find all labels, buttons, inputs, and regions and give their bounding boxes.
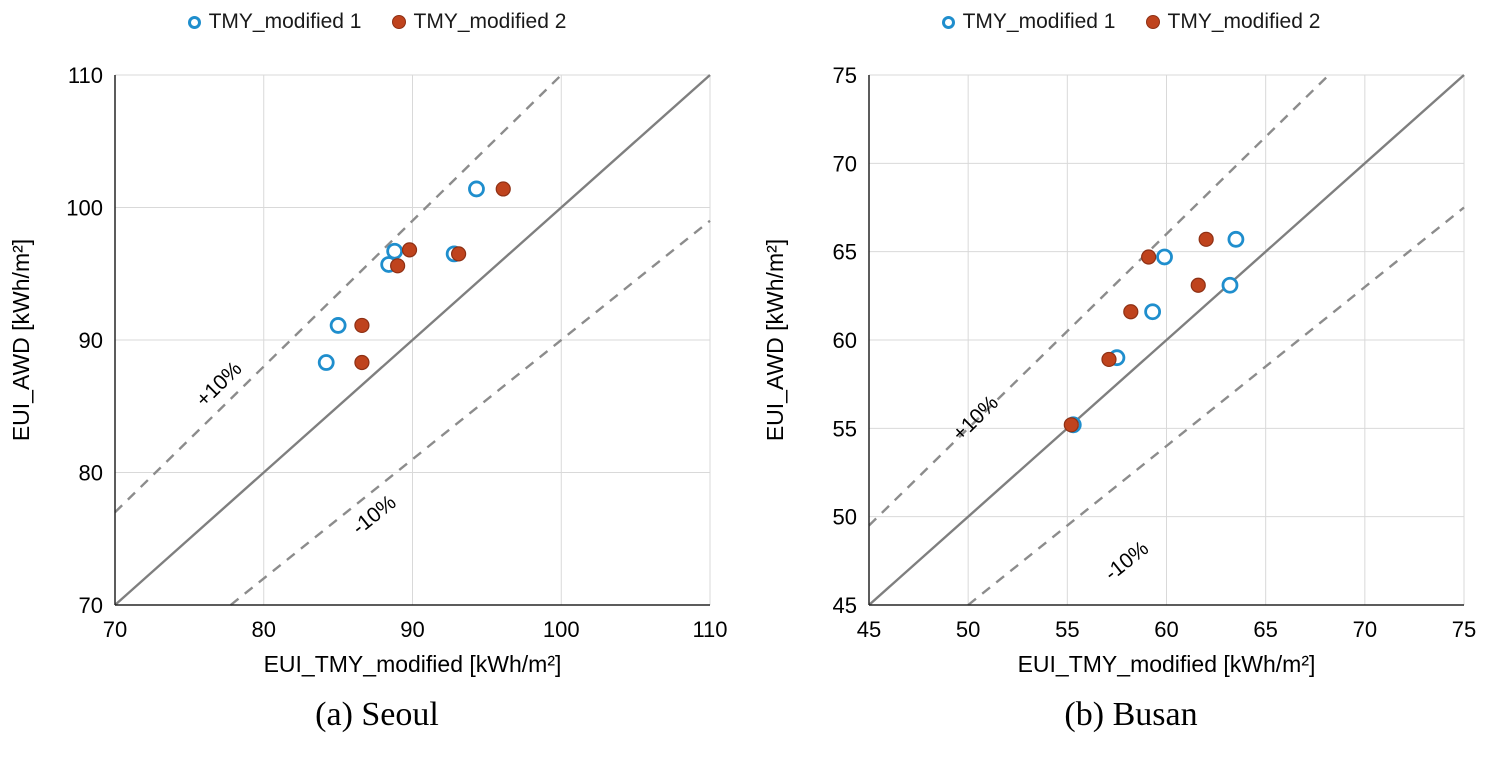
legend-label: TMY_modified 1	[962, 10, 1116, 33]
tolerance-line	[868, 74, 1330, 527]
y-axis-label: EUI_AWD [kWh/m²]	[8, 239, 34, 441]
point-tmy-modified-1	[1221, 276, 1239, 294]
y-tick-label: 55	[833, 416, 857, 441]
x-tick-label: 100	[543, 617, 580, 642]
tolerance-label: +10%	[948, 391, 1003, 445]
point-tmy-modified-1	[1156, 248, 1173, 266]
point-tmy-modified-1	[317, 354, 335, 371]
x-tick-label: 90	[400, 617, 424, 642]
y-tick-label: 70	[833, 151, 857, 176]
point-tmy-modified-2	[354, 317, 370, 334]
x-tick-label: 70	[1353, 617, 1377, 642]
identity-line	[868, 74, 1465, 606]
caption-seoul: (a) Seoul	[315, 696, 439, 733]
y-tick-label: 90	[79, 328, 103, 353]
x-tick-label: 110	[692, 617, 727, 642]
seoul-scatter-chart: +10% -10% 70 80 90 100 110 70 80 90 100 110 EUI_TMY_…	[8, 63, 728, 677]
y-tick-label: 75	[833, 63, 857, 88]
y-tick-label: 60	[833, 328, 857, 353]
x-tick-label: 70	[103, 617, 127, 642]
point-tmy-modified-2	[390, 258, 406, 274]
legend-item-tmy-modified-1: TMY_modified 1	[941, 10, 1116, 34]
open-circle-marker-icon	[187, 15, 201, 29]
point-tmy-modified-2	[1101, 351, 1117, 368]
tolerance-line	[967, 206, 1465, 606]
tolerance-line	[114, 74, 563, 514]
point-tmy-modified-2	[354, 354, 370, 371]
legend-label: TMY_modified 1	[208, 10, 362, 33]
tolerance-label: +10%	[192, 357, 247, 411]
point-tmy-modified-2	[401, 242, 418, 258]
point-tmy-modified-1	[1227, 230, 1245, 248]
y-tick-label: 110	[68, 63, 103, 88]
tolerance-line	[229, 219, 711, 606]
legend-busan: TMY_modified 1 TMY_modified 2	[941, 4, 1321, 40]
point-tmy-modified-1	[329, 317, 347, 334]
x-tick-label: 60	[1154, 617, 1178, 642]
y-tick-label: 100	[66, 196, 103, 221]
open-circle-marker-icon	[941, 15, 955, 29]
busan-scatter-chart: +10% -10% 45 50 55 60 65 70 75 45 50 55 60 65 70 75 EUI_…	[762, 63, 1476, 677]
filled-circle-marker-icon	[391, 15, 406, 29]
legend-item-tmy-modified-1: TMY_modified 1	[187, 10, 362, 34]
tolerance-label: -10%	[348, 491, 401, 540]
point-tmy-modified-1	[1144, 303, 1162, 321]
y-tick-label: 65	[833, 240, 857, 265]
legend-label: TMY_modified 2	[1167, 10, 1321, 33]
point-tmy-modified-2	[451, 246, 467, 262]
point-tmy-modified-2	[1190, 277, 1206, 293]
caption-busan: (b) Busan	[1064, 696, 1198, 733]
legend-label: TMY_modified 2	[413, 10, 567, 33]
x-tick-label: 75	[1452, 617, 1476, 642]
tolerance-label: -10%	[1100, 537, 1153, 586]
x-axis-label: EUI_TMY_modified [kWh/m²]	[1018, 651, 1316, 677]
x-tick-label: 80	[252, 617, 276, 642]
x-tick-label: 65	[1253, 617, 1277, 642]
x-tick-label: 45	[857, 617, 881, 642]
x-tick-label: 55	[1055, 617, 1079, 642]
chart-panel-busan: TMY_modified 1 TMY_modified 2 +10% -10% 45…	[754, 0, 1508, 761]
identity-line	[114, 74, 711, 606]
y-tick-label: 80	[79, 461, 103, 486]
x-axis-label: EUI_TMY_modified [kWh/m²]	[264, 651, 562, 677]
point-tmy-modified-2	[495, 181, 511, 197]
filled-circle-marker-icon	[1145, 15, 1160, 29]
point-tmy-modified-2	[1141, 249, 1157, 265]
y-tick-label: 70	[79, 593, 103, 618]
legend-seoul: TMY_modified 1 TMY_modified 2	[187, 4, 567, 40]
point-tmy-modified-1	[468, 180, 485, 198]
point-tmy-modified-2	[1123, 304, 1139, 320]
legend-item-tmy-modified-2: TMY_modified 2	[391, 10, 567, 34]
legend-item-tmy-modified-2: TMY_modified 2	[1145, 10, 1321, 34]
y-tick-label: 45	[833, 593, 857, 618]
x-tick-label: 50	[956, 617, 980, 642]
point-tmy-modified-2	[1063, 417, 1079, 433]
y-axis-label: EUI_AWD [kWh/m²]	[762, 239, 788, 441]
chart-panel-seoul: TMY_modified 1 TMY_modified 2 +10% -10% 70…	[8, 4, 728, 733]
y-tick-label: 50	[833, 505, 857, 530]
point-tmy-modified-2	[1198, 231, 1214, 247]
point-tmy-modified-1	[386, 242, 404, 260]
